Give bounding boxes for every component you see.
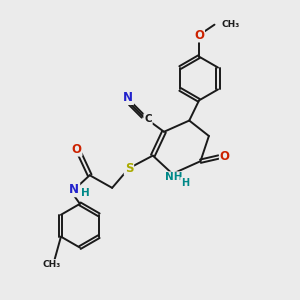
Text: NH: NH <box>165 172 183 182</box>
Text: O: O <box>220 150 230 163</box>
Text: H: H <box>81 188 90 198</box>
Text: O: O <box>71 143 82 156</box>
Text: H: H <box>181 178 189 188</box>
Text: O: O <box>194 28 204 41</box>
Text: N: N <box>123 91 133 104</box>
Text: CH₃: CH₃ <box>221 20 240 29</box>
Text: CH₃: CH₃ <box>42 260 60 269</box>
Text: N: N <box>69 183 79 196</box>
Text: C: C <box>144 114 152 124</box>
Text: S: S <box>125 162 133 175</box>
